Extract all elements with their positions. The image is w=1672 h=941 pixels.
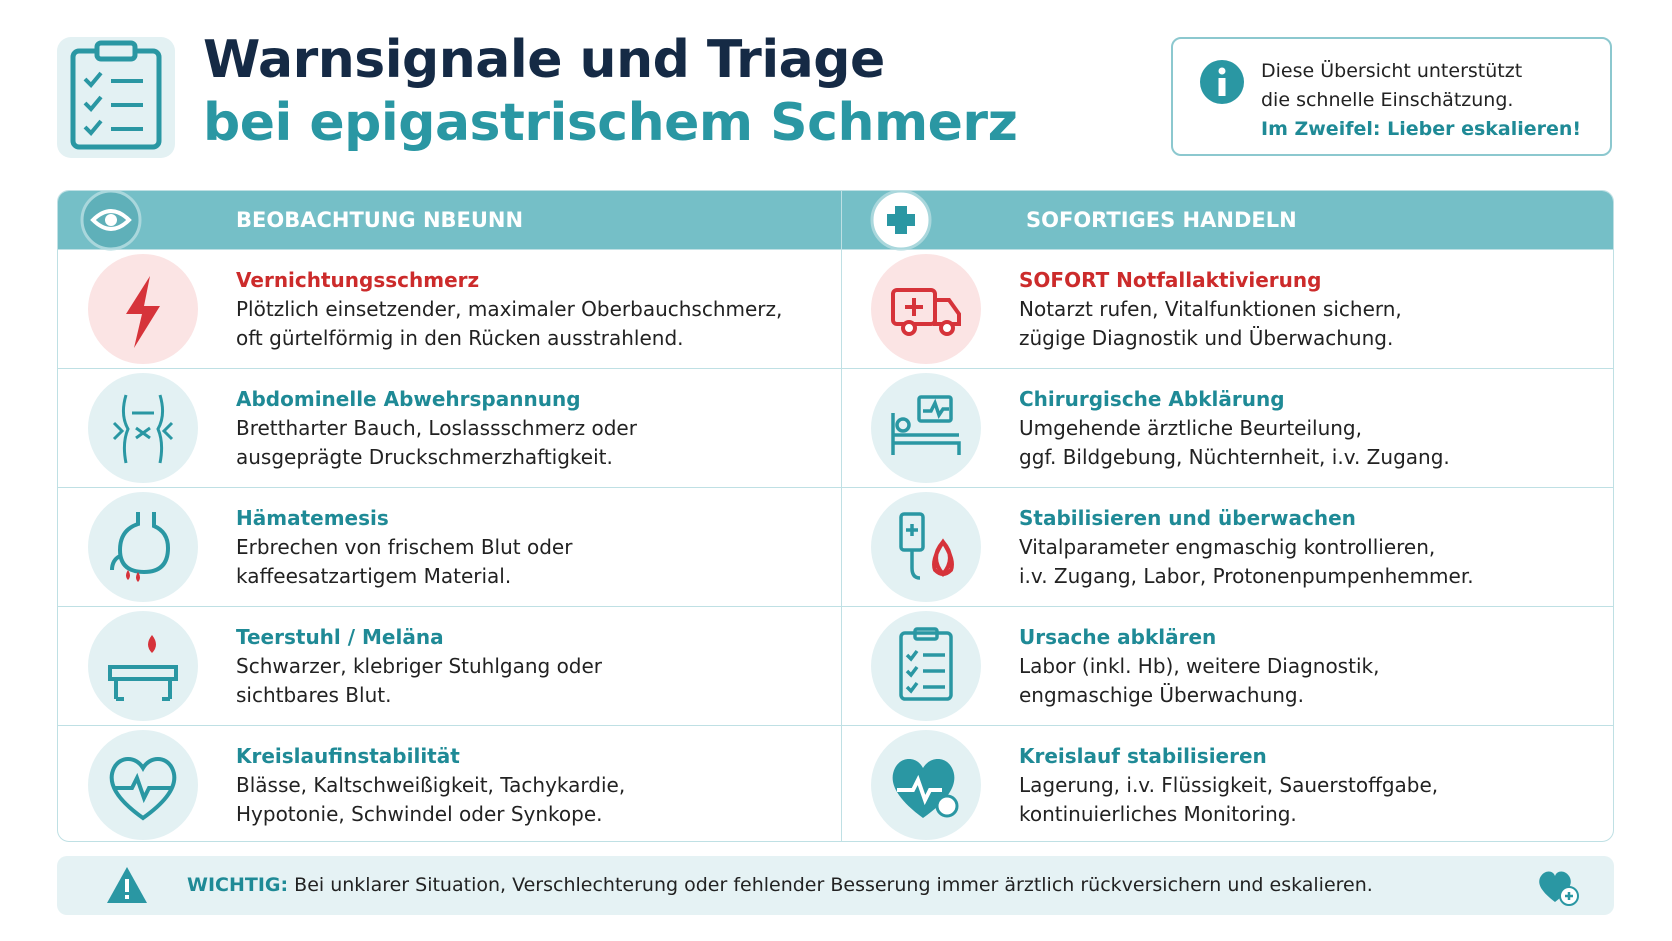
item-text: sichtbares Blut. bbox=[236, 683, 392, 707]
item-title: Kreislauf stabilisieren bbox=[1019, 744, 1267, 768]
table-cell: Hämatemesis Erbrechen von frischem Blut o… bbox=[58, 488, 841, 607]
table-cell: Abdominelle Abwehrspannung Bretthart​er B… bbox=[58, 369, 841, 488]
table-cell: Kreislauf stabilisieren Lagerung, i.v. Fl… bbox=[841, 726, 1613, 841]
item-title: Chirurgische Abklärung bbox=[1019, 387, 1285, 411]
footer-message: Bei unklarer Situation, Verschlechterung… bbox=[294, 874, 1373, 896]
item-text: Notarzt rufen, Vitalfunktionen sichern, bbox=[1019, 297, 1402, 321]
table-row: Teerstuhl / Meläna Schwarzer, klebriger S… bbox=[58, 606, 1613, 726]
footer-text: WICHTIG: Bei unklarer Situation, Verschl… bbox=[187, 874, 1373, 896]
item-title: Hämatemesis bbox=[236, 506, 389, 530]
info-icon bbox=[1200, 60, 1244, 104]
item-text: engmaschige Überwachung. bbox=[1019, 683, 1304, 707]
warning-icon bbox=[107, 867, 147, 903]
item-text: ausgeprägte Druckschmerzhaftigkeit. bbox=[236, 445, 613, 469]
item-title: Vernichtungsschmerz bbox=[236, 268, 480, 292]
row-icon bbox=[88, 492, 198, 602]
item-title: SOFORT Notfallaktivierung bbox=[1019, 268, 1322, 292]
item-text: Vitalparameter engmaschig kontrollieren, bbox=[1019, 535, 1436, 559]
heart-plus-icon bbox=[1539, 871, 1579, 906]
table-cell: Chirurgische Abklärung Umgehende ärztlich… bbox=[841, 369, 1613, 488]
item-text: Lagerung, i.v. Flüssigkeit, Sauerstoffga… bbox=[1019, 773, 1439, 797]
column-header: SOFORTIGES HANDELN bbox=[1026, 208, 1297, 232]
info-box: Diese Übersicht unterstützt die schnelle… bbox=[1171, 37, 1612, 156]
row-icon bbox=[871, 730, 981, 840]
eye-icon bbox=[80, 191, 142, 251]
item-text: Labor (inkl. Hb), weitere Diagnostik, bbox=[1019, 654, 1380, 678]
footer-label: WICHTIG: bbox=[187, 874, 289, 896]
item-title: Ursache abklären bbox=[1019, 625, 1217, 649]
table-row: Hämatemesis Erbrechen von frischem Blut o… bbox=[58, 487, 1613, 607]
item-text: Umgehende ärztliche Beurteilung, bbox=[1019, 416, 1362, 440]
item-text: ggf. Bildgebung, Nüchternheit, i.v. Zuga… bbox=[1019, 445, 1450, 469]
info-line: Diese Übersicht unterstützt bbox=[1261, 60, 1523, 82]
subtitle: bei epigastrischem Schmerz bbox=[203, 93, 1018, 153]
item-title: Stabilisieren und überwachen bbox=[1019, 506, 1356, 530]
column-divider bbox=[841, 191, 842, 841]
row-icon bbox=[88, 730, 198, 840]
item-text: zügige Diagnostik und Überwachung. bbox=[1019, 326, 1394, 350]
item-text: kontinuierliches Monitoring. bbox=[1019, 802, 1297, 826]
info-text: Diese Übersicht unterstützt die schnelle… bbox=[1261, 57, 1581, 144]
item-title: Teerstuhl / Meläna bbox=[236, 625, 444, 649]
table-row: Abdominelle Abwehrspannung Bretthart​er B… bbox=[58, 368, 1613, 488]
column-header: BEOBACHTUNG NBEUNN bbox=[236, 208, 524, 232]
plus-icon bbox=[870, 191, 932, 251]
table-cell: SOFORT Notfallaktivierung Notarzt rufen, … bbox=[841, 250, 1613, 369]
triage-table: BEOBACHTUNG NBEUNN SOFORTIGES HANDELN Ve… bbox=[57, 190, 1614, 842]
row-icon bbox=[88, 611, 198, 721]
row-icon bbox=[871, 254, 981, 364]
row-icon bbox=[871, 373, 981, 483]
table-row: Vernichtungsschmerz Plötzlich einsetzende… bbox=[58, 249, 1613, 369]
item-text: Blässe, Kaltschweißigkeit, Tachykardie, bbox=[236, 773, 626, 797]
info-line: die schnelle Einschätzung. bbox=[1261, 89, 1514, 111]
item-text: Plötzlich einsetzender, maximaler Oberba… bbox=[236, 297, 783, 321]
item-text: Hypotonie, Schwindel oder Synkope. bbox=[236, 802, 603, 826]
item-text: Bretthart​er Bauch, Loslassschmerz oder bbox=[236, 416, 637, 440]
row-icon bbox=[871, 611, 981, 721]
item-text: kaffeesatzartigem Material. bbox=[236, 564, 512, 588]
table-cell: Stabilisieren und überwachen Vitalparamet… bbox=[841, 488, 1613, 607]
table-row: Kreislaufinstabilität Blässe, Kaltschweiß… bbox=[58, 725, 1613, 841]
info-emphasis: Im Zweifel: Lieber eskalieren! bbox=[1261, 118, 1582, 140]
item-text: i.v. Zugang, Labor, Protonenpumpenhemmer… bbox=[1019, 564, 1474, 588]
row-icon bbox=[88, 254, 198, 364]
clipboard-icon bbox=[57, 37, 175, 158]
row-icon bbox=[88, 373, 198, 483]
row-icon bbox=[871, 492, 981, 602]
item-text: Schwarzer, klebriger Stuhlgang oder bbox=[236, 654, 603, 678]
item-title: Kreislaufinstabilität bbox=[236, 744, 460, 768]
table-cell: Teerstuhl / Meläna Schwarzer, klebriger S… bbox=[58, 607, 841, 726]
table-cell: Kreislaufinstabilität Blässe, Kaltschweiß… bbox=[58, 726, 841, 841]
table-cell: Vernichtungsschmerz Plötzlich einsetzende… bbox=[58, 250, 841, 369]
footer: WICHTIG: Bei unklarer Situation, Verschl… bbox=[57, 856, 1614, 915]
table-header: BEOBACHTUNG NBEUNN SOFORTIGES HANDELN bbox=[58, 191, 1613, 251]
item-title: Abdominelle Abwehrspannung bbox=[236, 387, 581, 411]
item-text: oft gürtelförmig in den Rücken ausstrahl… bbox=[236, 326, 684, 350]
item-text: Erbrechen von frischem Blut oder bbox=[236, 535, 573, 559]
table-cell: Ursache abklären Labor (inkl. Hb), weiter… bbox=[841, 607, 1613, 726]
title: Warnsignale und Triage bbox=[203, 30, 885, 90]
